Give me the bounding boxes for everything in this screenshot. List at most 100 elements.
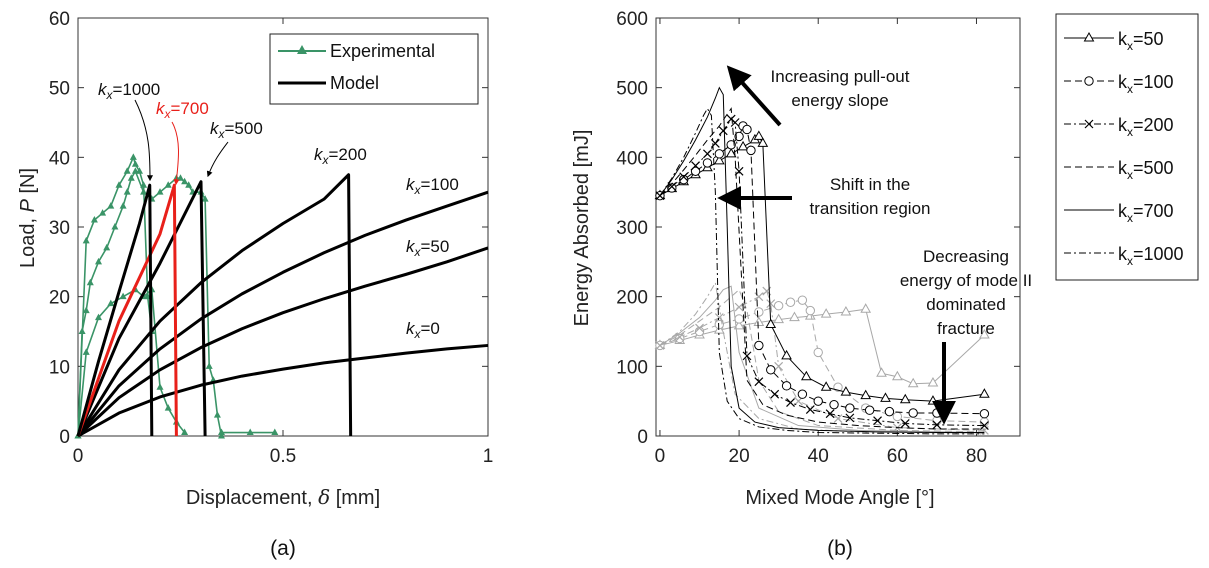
b-series-0-marker — [765, 318, 777, 329]
cross-marker-icon — [1084, 119, 1094, 129]
b-secondary-2-marker — [734, 302, 744, 312]
a-experimental-marker — [218, 432, 225, 439]
a-experimental-marker — [156, 383, 164, 390]
arrow-icon — [206, 141, 229, 178]
b-legend-entry: kx=200 — [1064, 115, 1174, 139]
b-secondary-2-marker — [714, 313, 724, 322]
a-experimental-marker — [127, 174, 135, 181]
b-series-1-marker — [754, 340, 764, 351]
b-secondary-0-marker — [820, 308, 832, 318]
a-xtick-label: 0.5 — [270, 446, 296, 467]
b-secondary-0-marker — [840, 305, 852, 316]
b-series-1-marker — [908, 408, 918, 418]
arrow-icon — [134, 99, 153, 182]
b-series-2-marker — [845, 413, 855, 423]
circle-marker-icon — [1084, 76, 1094, 86]
a-legend-experimental: Experimental — [278, 41, 435, 61]
a-ytick-label: 30 — [49, 218, 70, 239]
b-legend-label: kx=1000 — [1118, 244, 1184, 268]
b-series-1-marker — [797, 389, 808, 399]
a-caption: (a) — [270, 537, 296, 560]
a-ytick-label: 10 — [49, 357, 70, 378]
b-secondary-1-line — [659, 299, 985, 423]
a-experimental-marker — [115, 181, 123, 188]
b-series-0-marker — [757, 137, 769, 147]
b-secondary-2-marker — [833, 414, 843, 424]
b-series-0-marker — [840, 386, 852, 396]
chart-a: 0 10 20 30 40 50 60 0 0.5 1 Load, P [N] Displacem… — [17, 9, 493, 560]
a-curve-labels: kx=1000 kx=700 kx=500 kx=200 kx=100 kx=5… — [98, 80, 459, 341]
b-ytick-label: 300 — [616, 218, 648, 239]
b-main-series — [654, 86, 990, 435]
a-experimental-marker — [218, 428, 225, 436]
b-xtick-label: 60 — [887, 446, 908, 467]
b-series-1-marker — [884, 406, 895, 417]
b-legend-entry: kx=50 — [1064, 29, 1164, 53]
b-series-2-marker — [900, 419, 910, 428]
a-model-series — [76, 173, 489, 438]
annotation-mode2-line1: Decreasing — [923, 247, 1009, 266]
b-legend-entry: kx=500 — [1064, 158, 1174, 182]
annotation-shift-line1: Shift in the — [830, 175, 910, 194]
b-secondary-0-marker — [753, 316, 765, 326]
b-series-3-line — [659, 107, 985, 430]
b-legend-label: kx=500 — [1118, 158, 1174, 182]
b-series-0-marker — [880, 392, 891, 402]
b-series-1-marker — [845, 403, 855, 413]
annotation-mode2-line4: fracture — [937, 319, 995, 338]
b-secondary-1-marker — [734, 314, 744, 324]
b-series-0-line — [659, 135, 985, 402]
b-xtick-label: 20 — [729, 446, 750, 467]
arrow-icon — [171, 121, 180, 186]
a-experimental-marker — [90, 216, 98, 223]
b-xlabel: Mixed Mode Angle [°] — [745, 487, 934, 509]
b-series-1-marker — [734, 131, 744, 142]
b-ytick-label: 500 — [616, 79, 648, 100]
b-ytick-label: 100 — [616, 357, 648, 378]
a-experimental-marker — [107, 299, 115, 307]
annotation-shift-line2: transition region — [810, 199, 931, 218]
b-series-0-marker — [979, 388, 990, 398]
b-secondary-0-marker — [876, 367, 887, 377]
a-experimental-marker — [131, 160, 139, 167]
b-secondary-1-marker — [754, 307, 764, 317]
b-series-1-marker — [690, 166, 701, 176]
b-series-1-marker — [678, 174, 689, 185]
b-legend-entry: kx=1000 — [1064, 244, 1184, 268]
b-series-0-marker — [725, 147, 737, 158]
a-experimental-marker — [119, 202, 127, 209]
b-secondary-1-marker — [813, 347, 823, 358]
a-xtick-label: 0 — [73, 446, 84, 467]
b-secondary-0-marker — [907, 377, 919, 388]
b-secondary-0-marker — [860, 303, 872, 313]
b-secondary-0-marker — [773, 313, 785, 324]
b-series-2-marker — [979, 421, 989, 430]
a-experimental-marker — [181, 428, 189, 436]
b-series-1-marker — [864, 405, 875, 415]
b-series-2-marker — [703, 149, 712, 159]
a-experimental-marker — [95, 313, 102, 321]
b-series-2-marker — [786, 398, 795, 407]
b-series-0-marker — [737, 140, 749, 151]
b-secondary-1-marker — [785, 297, 796, 307]
curve-label-kx-500: kx=500 — [210, 119, 263, 141]
a-xtick-label: 1 — [483, 446, 494, 467]
b-series-1-marker — [813, 396, 823, 406]
b-secondary-1-marker — [932, 415, 942, 426]
a-experimental-marker — [213, 411, 221, 418]
b-legend-label: kx=100 — [1118, 72, 1174, 96]
b-legend-label: kx=50 — [1118, 29, 1164, 53]
b-legend: kx=50 kx=100 kx=200 kx=500 kx=700 kx=1000 — [1055, 13, 1199, 281]
b-legend-entry: kx=700 — [1064, 201, 1174, 225]
b-secondary-0-marker — [789, 311, 800, 322]
a-model-line-kx-700 — [76, 183, 178, 437]
b-secondary-0-marker — [927, 377, 939, 387]
b-series-4-line — [659, 86, 985, 434]
annotation-pullout-line1: Increasing pull-out — [771, 67, 910, 86]
b-series-1-marker — [781, 381, 792, 391]
a-model-line-kx-50 — [76, 246, 489, 438]
a-legend-label: Experimental — [330, 41, 435, 61]
b-secondary-1-marker — [773, 301, 784, 311]
b-secondary-0-marker — [891, 370, 903, 381]
a-experimental-marker — [99, 209, 107, 216]
